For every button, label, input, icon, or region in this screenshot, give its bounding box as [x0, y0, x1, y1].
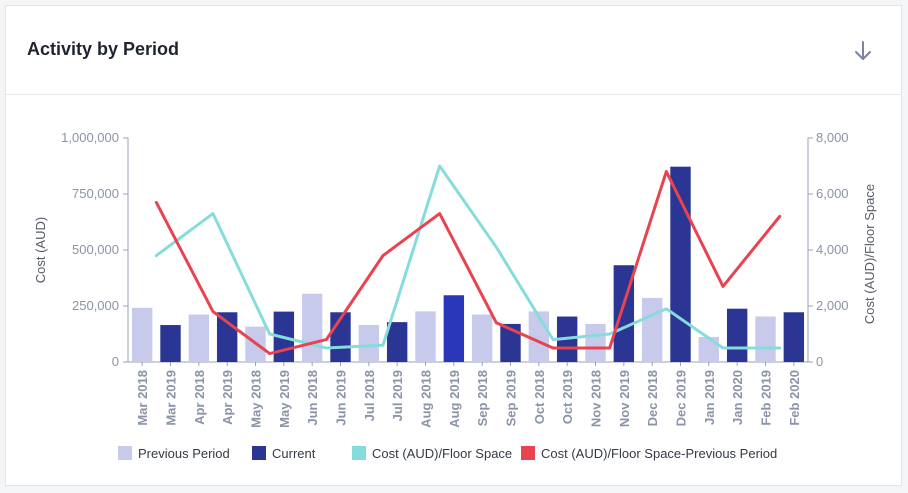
- x-tick-label: Oct 2019: [560, 370, 575, 424]
- x-tick-label: May 2019: [277, 370, 292, 428]
- x-tick-label: Oct 2018: [532, 370, 547, 424]
- previous-period-bar: [415, 311, 436, 362]
- previous-period-bar: [358, 325, 380, 362]
- x-tick-label: Nov 2018: [589, 370, 604, 427]
- current-bar: [386, 322, 408, 362]
- left-tick-label: 0: [112, 354, 119, 369]
- x-tick-label: Nov 2019: [617, 370, 632, 427]
- x-tick-label: Apr 2019: [220, 370, 235, 425]
- left-tick-label: 750,000: [72, 186, 119, 201]
- right-tick-label: 6,000: [816, 186, 849, 201]
- legend-label: Current: [272, 446, 316, 461]
- cost-floor-space-previous-line: [154, 170, 782, 356]
- current-bar: [443, 295, 465, 362]
- x-tick-label: Sep 2018: [475, 370, 490, 426]
- left-axis-title: Cost (AUD): [33, 217, 48, 283]
- current-bar: [726, 308, 748, 362]
- current-bar: [216, 312, 238, 362]
- right-tick-label: 0: [816, 354, 823, 369]
- card-title: Activity by Period: [27, 39, 180, 59]
- right-axis-title: Cost (AUD)/Floor Space: [862, 184, 877, 324]
- left-tick-label: 250,000: [72, 298, 119, 313]
- x-tick-label: Feb 2020: [787, 370, 802, 426]
- x-tick-label: Jan 2020: [730, 370, 745, 425]
- previous-period-bar: [698, 336, 720, 362]
- x-tick-label: Aug 2018: [419, 370, 434, 428]
- previous-period-bar: [471, 314, 493, 362]
- left-tick-label: 1,000,000: [61, 130, 119, 145]
- right-tick-label: 4,000: [816, 242, 849, 257]
- legend-swatch: [352, 446, 366, 460]
- x-tick-label: Mar 2018: [135, 370, 150, 426]
- arrow-down-icon[interactable]: [851, 39, 875, 63]
- current-bar: [670, 166, 691, 362]
- previous-period-bar: [131, 307, 153, 362]
- legend-swatch: [252, 446, 266, 460]
- x-tick-label: Apr 2018: [192, 370, 207, 425]
- previous-period-bar: [641, 297, 663, 362]
- cost-floor-space-line: [154, 164, 782, 350]
- x-tick-label: Jul 2019: [390, 370, 405, 421]
- left-tick-label: 500,000: [72, 242, 119, 257]
- right-tick-label: 2,000: [816, 298, 849, 313]
- previous-period-bar: [188, 314, 210, 362]
- legend-swatch: [521, 446, 535, 460]
- x-tick-label: Feb 2019: [759, 370, 774, 426]
- x-tick-label: Jun 2019: [334, 370, 349, 426]
- x-tick-label: Jul 2018: [362, 370, 377, 421]
- legend-swatch: [118, 446, 132, 460]
- x-tick-label: Mar 2019: [164, 370, 179, 426]
- legend-label: Cost (AUD)/Floor Space-Previous Period: [541, 446, 777, 461]
- x-tick-label: Jan 2019: [702, 370, 717, 425]
- x-tick-label: Jun 2018: [305, 370, 320, 426]
- current-bar: [500, 323, 521, 362]
- previous-period-bar: [585, 323, 606, 362]
- legend-label: Cost (AUD)/Floor Space: [372, 446, 512, 461]
- x-tick-label: Dec 2019: [674, 370, 689, 426]
- legend-label: Previous Period: [138, 446, 230, 461]
- x-tick-label: Sep 2019: [504, 370, 519, 426]
- card-header: Activity by Period: [6, 6, 901, 95]
- current-bar: [783, 312, 805, 362]
- previous-period-bar: [755, 316, 776, 362]
- x-tick-label: May 2018: [249, 370, 264, 428]
- activity-card: Activity by Period: [5, 5, 902, 486]
- current-bar: [160, 325, 181, 362]
- x-tick-label: Aug 2019: [447, 370, 462, 428]
- previous-period-bar: [301, 293, 323, 362]
- right-tick-label: 8,000: [816, 130, 849, 145]
- x-tick-label: Dec 2018: [645, 370, 660, 426]
